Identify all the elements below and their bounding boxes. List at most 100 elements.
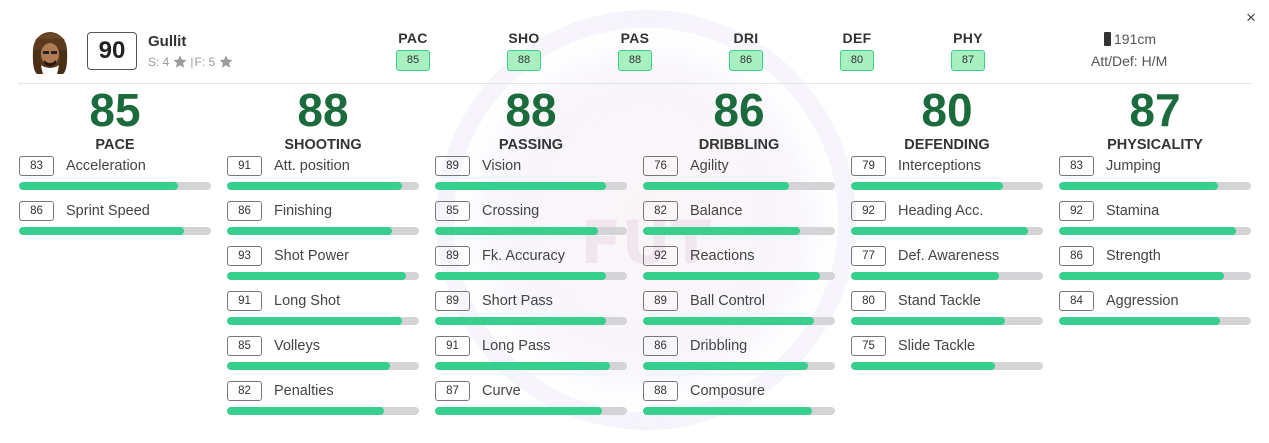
attribute-row: 86 Strength [1059,245,1251,290]
attribute-list: 89 Vision 85 Crossing 89 Fk. Accuracy 89 Short … [435,155,627,425]
category-name: PACE [95,137,135,153]
attribute-name: Volleys [274,338,320,354]
header-stat-label: DEF [842,30,872,46]
attribute-name: Stamina [1106,203,1160,219]
attribute-row: 85 Crossing [435,200,627,245]
height-value: 191cm [1114,31,1157,47]
attribute-bar-fill [227,362,391,370]
attribute-bar-fill [643,272,820,280]
category-name: DEFENDING [904,137,990,153]
attribute-bar [227,407,419,415]
header-divider [18,83,1251,84]
attribute-bar [19,182,211,190]
attribute-value-badge: 86 [227,201,262,221]
attribute-row: 79 Interceptions [851,155,1043,200]
attribute-row: 91 Long Shot [227,290,419,335]
attribute-bar-fill [435,182,606,190]
attribute-name: Curve [482,383,521,399]
attribute-value-badge: 92 [643,246,678,266]
attribute-value-badge: 91 [227,156,262,176]
attribute-value-badge: 76 [643,156,678,176]
attribute-value-badge: 89 [435,156,470,176]
attribute-row: 86 Sprint Speed [19,200,211,245]
category-column-dribbling: 86 DRIBBLING 76 Agility 82 Balance 92 Reactions… [643,84,835,425]
separator: | [190,54,194,69]
attribute-bar-fill [19,182,179,190]
attribute-row: 75 Slide Tackle [851,335,1043,380]
attribute-row: 84 Aggression [1059,290,1251,335]
attribute-row: 83 Jumping [1059,155,1251,200]
attribute-row: 92 Heading Acc. [851,200,1043,245]
attribute-name: Vision [482,158,522,174]
header-stat-label: DRI [733,30,759,46]
attribute-bar-fill [435,362,610,370]
attribute-bar [435,317,627,325]
attribute-name: Composure [690,383,765,399]
attribute-name: Finishing [274,203,333,219]
category-column-defending: 80 DEFENDING 79 Interceptions 92 Heading Acc.… [851,84,1043,380]
attribute-row: 89 Vision [435,155,627,200]
attribute-name: Ball Control [690,293,765,309]
attribute-name: Aggression [1106,293,1179,309]
attribute-value-badge: 86 [643,336,678,356]
attribute-row: 82 Penalties [227,380,419,425]
attribute-name: Agility [690,158,729,174]
attribute-name: Dribbling [690,338,748,354]
star-icon [173,55,187,68]
attribute-row: 82 Balance [643,200,835,245]
attribute-value-badge: 77 [851,246,886,266]
category-name: DRIBBLING [698,137,780,153]
header-stat-label: PAS [620,30,650,46]
attribute-name: Jumping [1106,158,1161,174]
attribute-row: 89 Fk. Accuracy [435,245,627,290]
category-name: PHYSICALITY [1107,137,1203,153]
attribute-name: Balance [690,203,743,219]
overall-rating: 90 [87,32,137,70]
attribute-name: Stand Tackle [898,293,981,309]
attribute-bar [227,317,419,325]
close-icon[interactable]: × [1246,8,1256,27]
attribute-bar [851,317,1043,325]
attribute-bar-fill [643,182,789,190]
attribute-bar [643,227,835,235]
attribute-value-badge: 85 [227,336,262,356]
attribute-row: 88 Composure [643,380,835,425]
header-stat-value: 88 [507,50,541,71]
attribute-bar-fill [1059,227,1236,235]
attribute-value-badge: 91 [435,336,470,356]
attribute-bar-fill [435,407,603,415]
attribute-bar-fill [851,362,995,370]
attribute-bar [227,182,419,190]
attribute-list: 91 Att. position 86 Finishing 93 Shot Power 91… [227,155,419,425]
category-rating: 87 [1129,84,1181,136]
attribute-list: 79 Interceptions 92 Heading Acc. 77 Def. Awar… [851,155,1043,380]
header-stat-value: 86 [729,50,763,71]
weak-foot-label: F: 5 [194,54,216,69]
attribute-value-badge: 88 [643,381,678,401]
attribute-row: 76 Agility [643,155,835,200]
attribute-row: 87 Curve [435,380,627,425]
attribute-bar-fill [643,227,801,235]
attribute-name: Long Shot [274,293,341,309]
attribute-list: 76 Agility 82 Balance 92 Reactions 89 Ball Cont… [643,155,835,425]
attribute-row: 86 Dribbling [643,335,835,380]
attribute-bar [227,227,419,235]
header-stat-pas: PAS 88 [605,30,665,71]
attribute-name: Heading Acc. [898,203,984,219]
attribute-value-badge: 82 [227,381,262,401]
attribute-name: Slide Tackle [898,338,976,354]
attribute-bar [227,272,419,280]
header-stat-value: 87 [951,50,985,71]
category-column-passing: 88 PASSING 89 Vision 85 Crossing 89 Fk. Accurac… [435,84,627,425]
attribute-bar [851,227,1043,235]
attribute-row: 93 Shot Power [227,245,419,290]
header-stat-sho: SHO 88 [494,30,554,71]
header-stat-phy: PHY 87 [938,30,998,71]
attribute-row: 86 Finishing [227,200,419,245]
attribute-name: Acceleration [66,158,146,174]
attribute-value-badge: 89 [435,246,470,266]
category-rating: 86 [713,84,765,136]
attribute-name: Reactions [690,248,755,264]
attribute-name: Fk. Accuracy [482,248,565,264]
category-column-pace: 85 PACE 83 Acceleration 86 Sprint Speed [19,84,211,245]
